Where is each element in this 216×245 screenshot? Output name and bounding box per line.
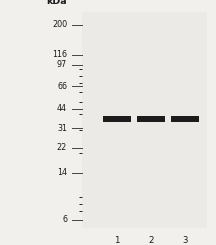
Text: 3: 3 bbox=[182, 236, 187, 245]
Text: 66: 66 bbox=[57, 82, 67, 91]
Text: 2: 2 bbox=[148, 236, 154, 245]
Bar bbox=[137, 116, 165, 122]
Text: 97: 97 bbox=[57, 61, 67, 69]
Bar bbox=[171, 116, 199, 122]
Text: 44: 44 bbox=[57, 104, 67, 113]
Text: 116: 116 bbox=[52, 50, 67, 60]
Bar bbox=[103, 116, 131, 122]
Text: 6: 6 bbox=[62, 215, 67, 224]
Text: 14: 14 bbox=[57, 168, 67, 177]
Text: 1: 1 bbox=[114, 236, 120, 245]
Text: 200: 200 bbox=[52, 20, 67, 29]
Text: 22: 22 bbox=[57, 143, 67, 152]
Text: kDa: kDa bbox=[46, 0, 67, 6]
Text: 31: 31 bbox=[57, 124, 67, 133]
